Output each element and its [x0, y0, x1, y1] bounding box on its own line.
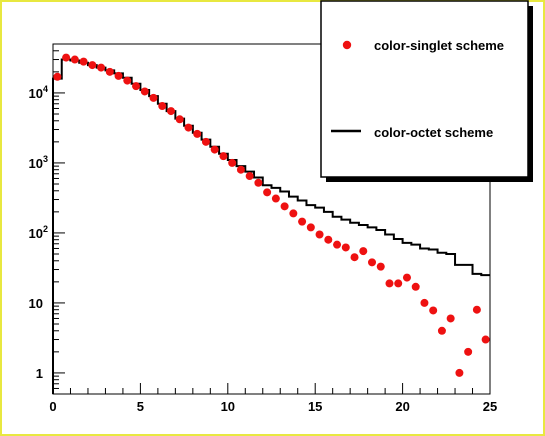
singlet-point [149, 93, 158, 102]
singlet-point [132, 82, 141, 91]
octet-step-line [52, 58, 490, 394]
singlet-point [333, 240, 342, 249]
singlet-point [472, 305, 481, 314]
singlet-point [210, 145, 219, 154]
singlet-point [368, 258, 377, 267]
singlet-point [236, 165, 245, 174]
singlet-point [385, 279, 394, 288]
singlet-point [175, 115, 184, 124]
singlet-point [306, 223, 315, 232]
legend-label-singlet: color-singlet scheme [374, 38, 504, 53]
singlet-point [166, 107, 175, 116]
x-tick-label: 10 [221, 399, 235, 414]
singlet-point [464, 347, 473, 356]
singlet-point [254, 178, 263, 187]
legend-marker-singlet [342, 40, 352, 50]
singlet-point [446, 314, 455, 323]
singlet-point [455, 368, 464, 377]
legend: color-singlet scheme color-octet scheme [320, 0, 533, 182]
legend-entry-octet: color-octet scheme [331, 125, 493, 140]
x-tick-label: 25 [483, 399, 497, 414]
legend-entry-singlet: color-singlet scheme [342, 38, 504, 53]
singlet-point [158, 102, 167, 111]
y-tick-label: 10 [29, 296, 43, 311]
x-tick-label: 20 [395, 399, 409, 414]
singlet-point [70, 55, 79, 64]
y-tick-label: 1 [36, 366, 43, 381]
singlet-point [88, 61, 97, 70]
singlet-point [437, 326, 446, 335]
singlet-point [184, 123, 193, 132]
singlet-point [62, 53, 71, 62]
singlet-point [324, 235, 333, 244]
singlet-point [53, 72, 62, 81]
y-tick-label: 102 [29, 224, 48, 241]
y-tick-label: 104 [29, 84, 48, 101]
singlet-point [201, 137, 210, 146]
singlet-point [140, 87, 149, 96]
singlet-point [298, 217, 307, 226]
singlet-point [97, 63, 106, 72]
singlet-point [289, 209, 298, 218]
singlet-point [350, 253, 359, 262]
x-tick-label: 5 [137, 399, 144, 414]
singlet-point [429, 306, 438, 315]
x-tick-label: 15 [308, 399, 322, 414]
y-tick-label: 103 [29, 154, 48, 171]
singlet-point [359, 247, 368, 256]
singlet-point [263, 188, 272, 197]
singlet-point [228, 158, 237, 167]
singlet-point [123, 76, 132, 85]
singlet-point [114, 71, 123, 80]
singlet-point [420, 298, 429, 307]
singlet-point [79, 57, 88, 66]
singlet-point [245, 172, 254, 181]
legend-label-octet: color-octet scheme [374, 125, 493, 140]
singlet-point [315, 230, 324, 239]
legend-box [320, 0, 529, 178]
singlet-point [411, 282, 420, 291]
singlet-point [271, 194, 280, 203]
singlet-point [402, 273, 411, 282]
singlet-point [280, 202, 289, 211]
singlet-point [219, 152, 228, 161]
singlet-point [341, 243, 350, 252]
singlet-point [481, 335, 490, 344]
singlet-point [105, 67, 114, 76]
x-tick-label: 0 [49, 399, 56, 414]
singlet-point [376, 262, 385, 271]
singlet-point [394, 279, 403, 288]
singlet-point [193, 129, 202, 138]
